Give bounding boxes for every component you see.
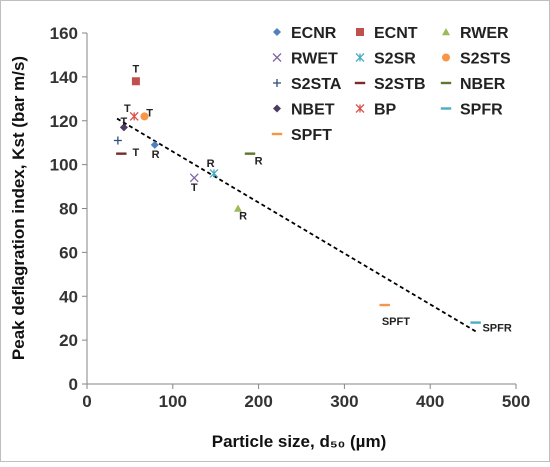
point-s2sts xyxy=(140,112,149,121)
x-tick-label: 500 xyxy=(502,392,530,411)
x-axis-title: Particle size, d₅₀ (µm) xyxy=(212,432,387,451)
annotation-label: R xyxy=(255,156,263,168)
annotation-label: T xyxy=(124,103,131,115)
legend-label-spft: SPFT xyxy=(291,127,332,144)
legend-label-nbet: NBET xyxy=(291,102,335,119)
legend-label-ecnr: ECNR xyxy=(291,25,337,42)
legend-marker-s2stb xyxy=(354,81,366,85)
data-points xyxy=(113,77,481,324)
x-tick-label: 400 xyxy=(416,392,444,411)
x-tick-label: 0 xyxy=(82,392,91,411)
x-tick-label: 200 xyxy=(244,392,272,411)
annotation-label: T xyxy=(191,182,198,194)
legend-marker-s2sr xyxy=(355,53,365,62)
legend-marker-spfr xyxy=(440,107,452,110)
annotation-label: R xyxy=(239,210,247,222)
annotation-label: SPFT xyxy=(382,316,410,328)
point-spfr xyxy=(470,321,481,324)
point-bp xyxy=(129,111,139,121)
annotation-label: T xyxy=(121,116,128,128)
y-tick-label: 40 xyxy=(59,287,78,306)
annotation-label: R xyxy=(152,149,160,161)
legend-label-s2stb: S2STB xyxy=(374,76,426,93)
axes: 0 100 200 300 400 500 0 20 40 60 80 100 120 140 160 xyxy=(50,24,531,411)
y-tick-label: 60 xyxy=(59,243,78,262)
legend-marker-s2sta xyxy=(273,79,281,87)
point-spft xyxy=(379,303,390,307)
legend-marker-bp xyxy=(355,104,365,113)
legend-label-s2sts: S2STS xyxy=(460,51,511,68)
legend-label-nber: NBER xyxy=(460,76,506,93)
legend-label-s2sta: S2STA xyxy=(291,76,342,93)
legend-marker-ecnr xyxy=(273,28,281,36)
point-rwer xyxy=(234,204,243,212)
legend-marker-spft xyxy=(271,132,283,136)
legend-marker-rwet xyxy=(272,53,282,62)
legend-marker-ecnt xyxy=(356,28,364,36)
legend-marker-nbet xyxy=(273,104,281,113)
y-tick-label: 120 xyxy=(50,112,78,131)
annotation-label: SPFR xyxy=(482,322,511,334)
point-s2stb xyxy=(116,152,127,155)
x-tick-label: 300 xyxy=(330,392,358,411)
annotation-label: T xyxy=(133,63,140,75)
point-s2sta xyxy=(113,136,122,145)
y-tick-label: 20 xyxy=(59,331,78,350)
point-ecnr xyxy=(150,140,159,149)
point-ecnt xyxy=(131,77,140,86)
legend-label-spfr: SPFR xyxy=(460,102,503,119)
legend-marker-nber xyxy=(440,81,452,85)
point-rwet xyxy=(189,173,199,183)
legend-label-bp: BP xyxy=(374,102,397,119)
legend-label-rwer: RWER xyxy=(460,25,509,42)
y-tick-label: 0 xyxy=(69,375,78,394)
annotation-label: T xyxy=(133,147,140,159)
x-tick-label: 100 xyxy=(159,392,187,411)
legend-label-rwet: RWET xyxy=(291,51,338,68)
annotation-label: R xyxy=(207,158,215,170)
legend-marker-rwer xyxy=(442,28,450,36)
point-nber xyxy=(244,152,256,155)
legend: ECNR ECNT RWER RWET S2SR S2STS S2STA S2STB NBER N… xyxy=(271,25,511,144)
y-tick-label: 160 xyxy=(50,24,78,43)
legend-label-ecnt: ECNT xyxy=(374,25,418,42)
annotation-label: T xyxy=(146,107,153,119)
legend-label-s2sr: S2SR xyxy=(374,51,416,68)
legend-marker-s2sts xyxy=(442,53,450,62)
y-tick-label: 140 xyxy=(50,68,78,87)
y-axis-title: Peak deflagration index, Kst (bar m/s) xyxy=(9,56,28,360)
y-tick-label: 100 xyxy=(50,156,78,175)
point-nbet xyxy=(119,123,128,132)
y-tick-label: 80 xyxy=(59,200,78,219)
point-s2sr xyxy=(209,168,219,178)
